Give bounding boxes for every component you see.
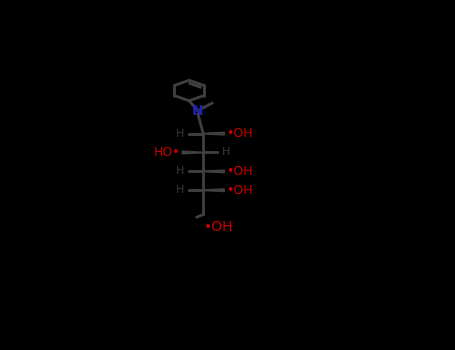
Polygon shape: [182, 151, 203, 154]
Text: •OH: •OH: [226, 165, 253, 178]
Text: H: H: [222, 147, 230, 158]
Text: HO•: HO•: [154, 146, 180, 159]
Text: •OH: •OH: [226, 127, 253, 140]
Text: N: N: [192, 104, 204, 118]
Text: H: H: [176, 166, 185, 176]
Polygon shape: [203, 132, 224, 135]
Text: H: H: [176, 185, 185, 195]
Text: H: H: [176, 129, 185, 139]
Polygon shape: [203, 170, 224, 173]
Text: •OH: •OH: [226, 184, 253, 197]
Polygon shape: [203, 189, 224, 191]
Text: •OH: •OH: [204, 220, 233, 234]
